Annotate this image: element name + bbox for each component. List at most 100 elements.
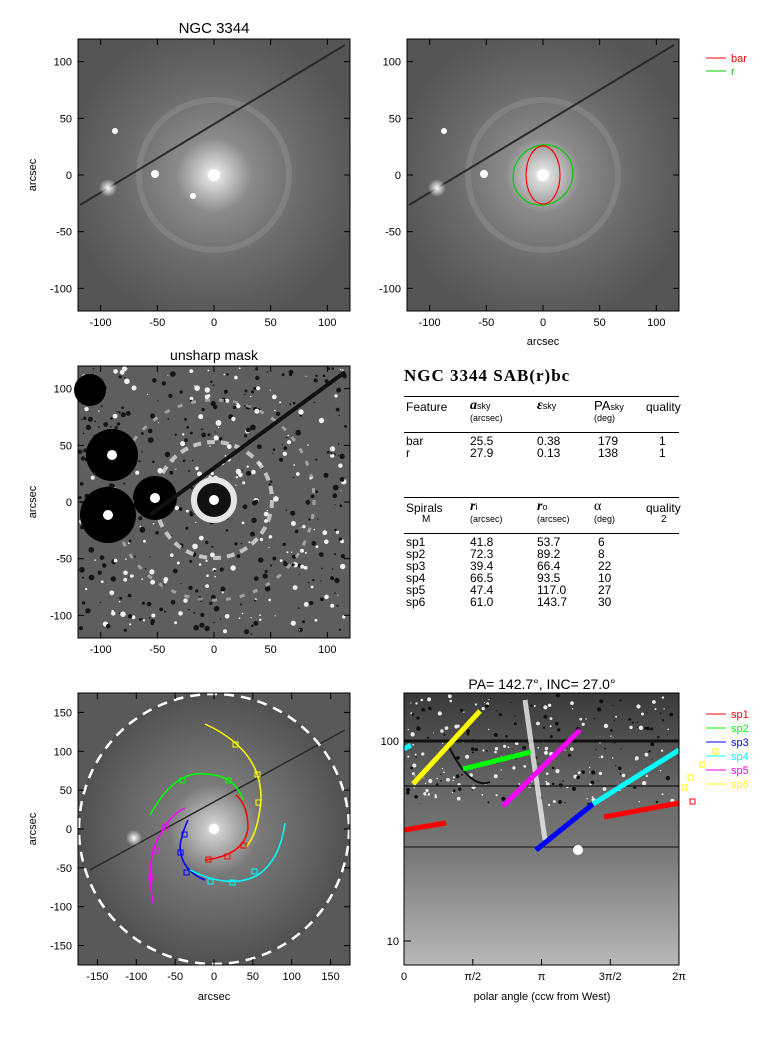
y-tick-label: -50 (56, 863, 72, 875)
x-tick-label: 50 (594, 317, 606, 329)
spiral-arm-sp6 (204, 723, 262, 849)
legend-label-r: r (731, 66, 735, 78)
x-tick-labels: 0 π/2 π 3π/2 2π (401, 959, 686, 983)
x-tick-label: -100 (90, 644, 112, 656)
star (441, 128, 447, 134)
x-tick-labels: -150 -100 -50 0 50 100 150 (86, 693, 340, 983)
trace-sp1 (403, 820, 447, 833)
header-a: a (470, 398, 477, 413)
x-tick-label: -50 (478, 317, 494, 329)
x-tick-label: -50 (149, 644, 165, 656)
y-tick-label: 0 (66, 497, 72, 509)
feature-cell-eps: 0.38 (537, 434, 561, 448)
x-tick-labels: -100 -50 0 50 100 (90, 39, 337, 329)
feature-cell-pa: 179 (598, 434, 619, 448)
feature-cell-a: 27.9 (470, 446, 494, 460)
y-tick-label: 100 (381, 736, 399, 748)
legend-label-bar: bar (731, 53, 747, 65)
galaxy-nucleus (209, 824, 219, 834)
legend-marker-boxes (681, 748, 719, 805)
x-tick-label: 50 (265, 317, 277, 329)
header-pa: PA (594, 398, 611, 413)
y-tick-label: 150 (54, 707, 72, 719)
spiral-cell-alpha: 22 (598, 559, 612, 573)
x-tick-label: -50 (149, 317, 165, 329)
bright-star (99, 179, 117, 197)
spiral-cell-ri: 72.3 (470, 547, 494, 561)
bar-ellipse (525, 145, 561, 205)
header-quality: quality (646, 400, 681, 414)
spiral-cell-alpha: 10 (598, 571, 612, 585)
x-tick-label: 100 (283, 971, 301, 983)
y-tick-labels: 100 10 (381, 736, 411, 948)
x-tick-label: 0 (211, 644, 217, 656)
star (151, 170, 159, 178)
header-eps: ε (537, 398, 543, 413)
panel-spiral-overlay: arcsec arcsec -150 -100 -50 0 50 100 150 150 10… (27, 692, 351, 1003)
header-alpha: α (594, 499, 602, 514)
spiral-arm-sp1 (204, 794, 249, 863)
x-tick-label: 150 (321, 971, 339, 983)
header-ro-unit: (arcsec) (537, 514, 570, 524)
x-tick-label: π (538, 971, 546, 983)
y-tick-label: 10 (387, 936, 399, 948)
bright-star (428, 179, 446, 197)
spiral-arm-ring (112, 398, 316, 602)
x-tick-label: 0 (211, 971, 217, 983)
feature-cell-q: 1 (659, 434, 666, 448)
y-tick-label: 100 (383, 57, 401, 69)
feature-row: r 27.9 0.13 138 1 (404, 447, 684, 459)
r-ellipse (512, 144, 574, 206)
spiral-arm-sp4 (189, 822, 286, 886)
y-tick-label: 100 (54, 746, 72, 758)
spiral-cell-ri: 41.8 (470, 535, 494, 549)
header-feature: Feature (406, 400, 448, 414)
x-tick-label: -150 (86, 971, 108, 983)
spiral-cell-ro: 93.5 (537, 571, 561, 585)
feature-rows: bar 25.5 0.38 179 1 r 27.9 0.13 138 1 (404, 435, 684, 459)
satellite-trail (79, 44, 346, 206)
x-tick-label: 100 (318, 644, 336, 656)
trace-sp4 (591, 747, 681, 807)
feature-cell-eps: 0.13 (537, 446, 561, 460)
bright-star (126, 830, 142, 846)
table-title: NGC 3344 SAB(r)bc (404, 366, 571, 385)
y-tick-label: 0 (395, 170, 401, 182)
x-tick-label: -100 (419, 317, 441, 329)
y-tick-label: 100 (54, 57, 72, 69)
measurements-table: NGC 3344 SAB(r)bc Feature asky (arcsec) … (404, 366, 684, 608)
header-ri: r (470, 499, 476, 514)
spiral-cell-ro: 89.2 (537, 547, 561, 561)
star (480, 170, 488, 178)
table-rule (404, 533, 679, 534)
y-tick-label: 0 (66, 170, 72, 182)
legend-label-sp5: sp5 (731, 765, 749, 777)
y-tick-labels: 100 50 0 -50 -100 (379, 57, 679, 295)
x-tick-label: π/2 (464, 971, 481, 983)
y-tick-labels: 150 100 50 0 -50 -100 -150 (50, 707, 350, 953)
y-tick-label: 0 (66, 824, 72, 836)
x-axis-label: polar angle (ccw from West) (474, 991, 611, 1003)
spiral-cell-ro: 66.4 (537, 559, 561, 573)
feature-cell-q: 1 (659, 446, 666, 460)
spiral-arm-sp3 (177, 819, 206, 881)
y-tick-label: -150 (50, 941, 72, 953)
spiral-rows: sp1 41.8 53.7 6 sp2 72.3 89.2 8 sp3 39.4 66.4 22 sp4… (404, 536, 684, 608)
x-tick-label: 0 (211, 317, 217, 329)
spiral-cell-alpha: 8 (598, 547, 605, 561)
legend-label-sp2: sp2 (731, 723, 749, 735)
y-axis-label: arcsec (27, 158, 39, 191)
spiral-cell-name: sp4 (406, 571, 426, 585)
panel-top-left: NGC 3344 arcsec -100 -50 0 50 100 100500-50-… (27, 20, 351, 329)
satellite-trail (408, 44, 675, 206)
y-tick-label: -50 (56, 554, 72, 566)
spiral-arm-glow (136, 97, 292, 253)
spiral-cell-name: sp5 (406, 583, 426, 597)
header-alpha-unit: (deg) (594, 514, 616, 524)
panel-title: PA= 142.7°, INC= 27.0° (468, 676, 615, 692)
x-tick-label: -50 (167, 971, 183, 983)
spiral-arm-ring (154, 440, 274, 560)
x-axis-label: arcsec (198, 991, 231, 1003)
